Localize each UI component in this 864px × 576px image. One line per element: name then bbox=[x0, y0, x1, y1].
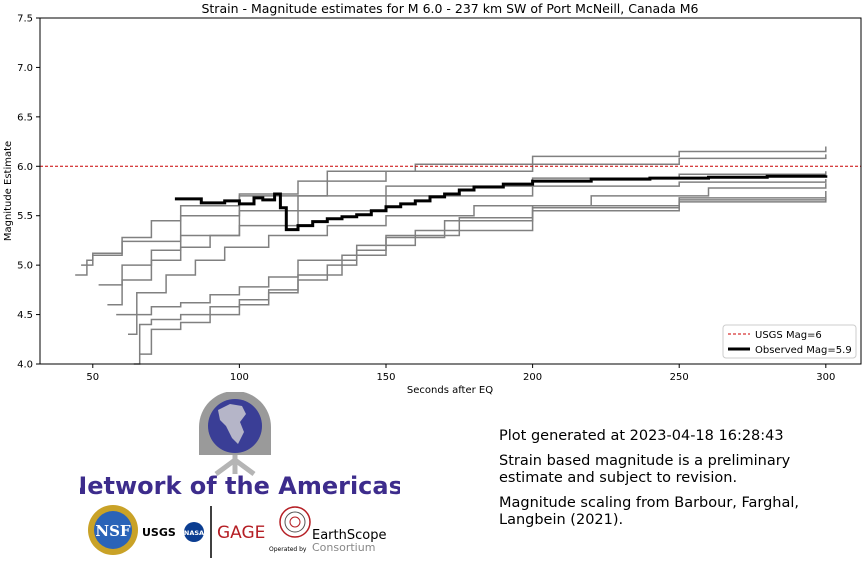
y-tick-label: 7.5 bbox=[17, 14, 33, 25]
nsf-label: NSF bbox=[95, 522, 131, 540]
x-axis-label: Seconds after EQ bbox=[407, 385, 493, 396]
x-tick-label: 200 bbox=[523, 372, 542, 383]
station-series-line-2 bbox=[81, 154, 827, 266]
operated-by-label: Operated by bbox=[269, 546, 307, 553]
chart-title: Strain - Magnitude estimates for M 6.0 -… bbox=[201, 1, 698, 16]
x-tick-label: 300 bbox=[816, 372, 835, 383]
legend-observed-label: Observed Mag=5.9 bbox=[755, 345, 852, 356]
y-axis-label: Magnitude Estimate bbox=[3, 141, 14, 241]
nsf-logo: NSF bbox=[88, 505, 138, 555]
y-tick-label: 7.0 bbox=[17, 63, 33, 74]
y-tick-label: 6.5 bbox=[17, 112, 33, 123]
legend: USGS Mag=6 Observed Mag=5.9 bbox=[722, 324, 857, 359]
x-tick-label: 150 bbox=[376, 372, 395, 383]
earthscope-logo: EarthScope Consortium Operated by bbox=[269, 506, 386, 554]
network-logo-graphic: Network of the Americas NSF USGS NASA GA… bbox=[67, 391, 403, 558]
reference-text: Magnitude scaling from Barbour, Farghal,… bbox=[499, 495, 800, 528]
station-series-line-8 bbox=[139, 197, 827, 355]
x-tick-label: 250 bbox=[670, 372, 689, 383]
y-tick-label: 5.0 bbox=[17, 261, 33, 272]
nasa-logo: NASA bbox=[184, 522, 204, 542]
y-tick-label: 5.5 bbox=[17, 211, 33, 222]
station-series-line-4 bbox=[107, 179, 827, 306]
disclaimer-text: Strain based magnitude is a preliminary … bbox=[499, 453, 791, 486]
station-series-line-6 bbox=[128, 191, 827, 336]
legend-box bbox=[722, 324, 857, 359]
y-tick-label: 4.5 bbox=[17, 310, 33, 321]
generated-timestamp: Plot generated at 2023-04-18 16:28:43 bbox=[499, 428, 784, 444]
network-logo: Network of the Americas NSF USGS NASA GA… bbox=[67, 391, 403, 567]
station-series-line-1 bbox=[75, 146, 827, 276]
continent-shape bbox=[218, 404, 246, 444]
station-series-line-5 bbox=[116, 183, 827, 316]
y-tick-label: 6.0 bbox=[17, 162, 33, 173]
usgs-logo: USGS bbox=[142, 526, 176, 539]
magnitude-chart: Strain - Magnitude estimates for M 6.0 -… bbox=[3, 1, 862, 396]
nasa-label: NASA bbox=[184, 529, 204, 537]
antenna-icon bbox=[214, 455, 256, 477]
x-tick-label: 100 bbox=[230, 372, 249, 383]
gage-logo: GAGE bbox=[217, 523, 265, 543]
info-panel: Plot generated at 2023-04-18 16:28:43 St… bbox=[499, 428, 839, 537]
consortium-label: Consortium bbox=[312, 541, 375, 554]
plot-frame bbox=[39, 17, 862, 365]
y-tick-label: 4.0 bbox=[17, 360, 33, 371]
observed-series-line bbox=[174, 174, 828, 232]
network-name: Network of the Americas bbox=[80, 472, 400, 500]
earthscope-label: EarthScope bbox=[312, 528, 386, 543]
x-tick-label: 50 bbox=[86, 372, 99, 383]
legend-ref-label: USGS Mag=6 bbox=[755, 330, 822, 341]
